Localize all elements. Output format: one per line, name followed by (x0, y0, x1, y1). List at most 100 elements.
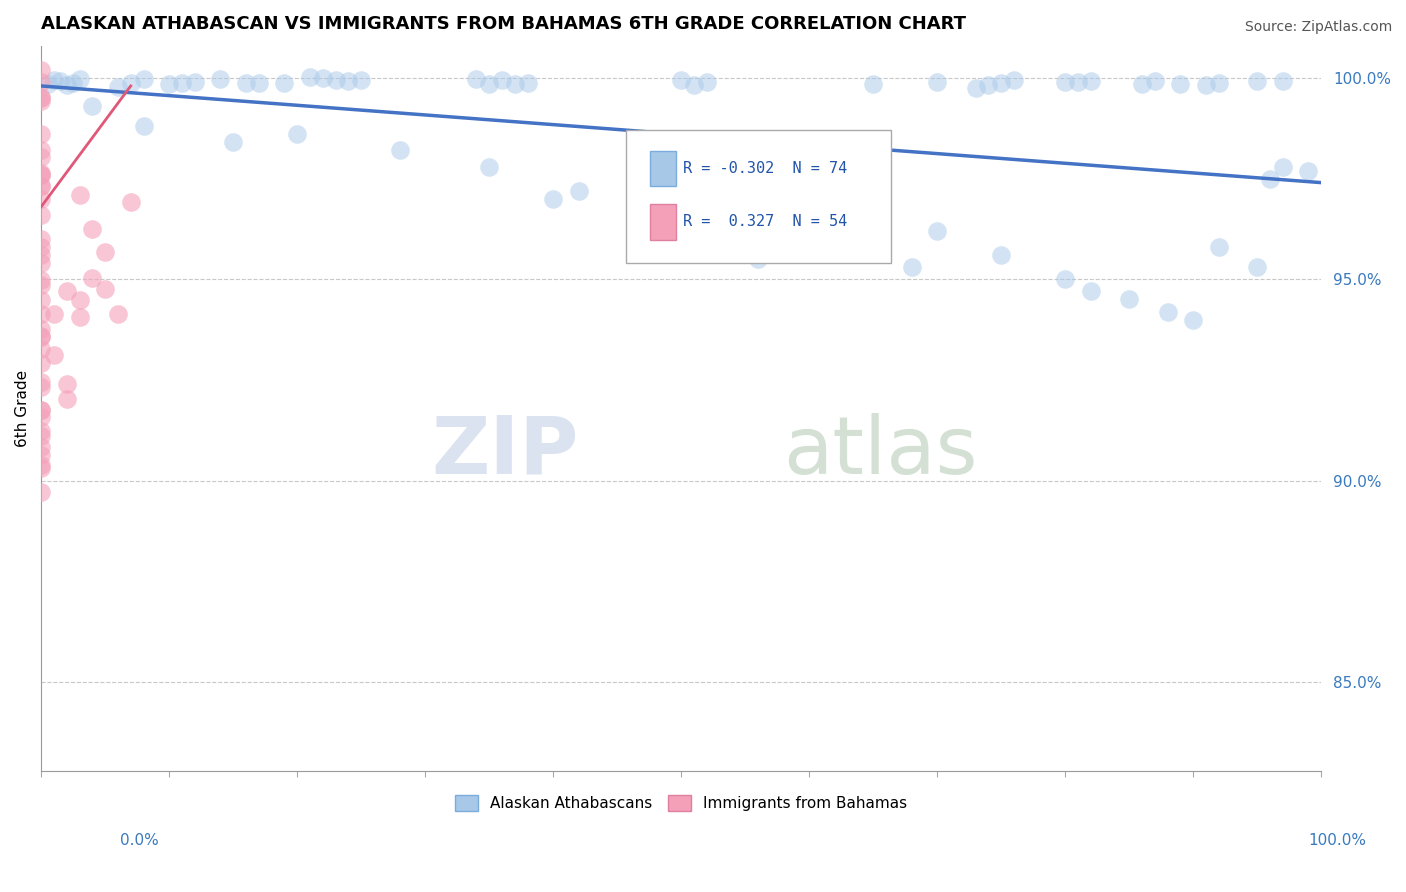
Point (30, 428, 52, 442)
Point (247, 76, 270, 90)
Point (30, 232, 52, 246)
Point (669, 73, 692, 87)
Point (30, 273, 52, 287)
Point (55, 377, 77, 392)
Text: atlas: atlas (783, 413, 979, 491)
Point (900, 260, 922, 275)
Point (30, 166, 52, 180)
Point (1054, 272, 1077, 286)
Point (132, 72, 155, 87)
Text: R = -0.302  N = 74: R = -0.302 N = 74 (683, 161, 846, 176)
Point (1298, 163, 1320, 178)
Point (42, 307, 65, 321)
Point (683, 78, 706, 92)
Point (516, 76, 538, 90)
Point (669, 203, 692, 218)
Point (82, 99, 104, 113)
Point (1208, 76, 1230, 90)
Point (388, 144, 411, 158)
Text: 100.0%: 100.0% (1309, 833, 1367, 847)
Point (30, 89, 52, 103)
Point (30, 402, 52, 417)
Point (30, 402, 52, 417)
Point (990, 76, 1012, 90)
Point (1067, 75, 1090, 89)
Point (977, 78, 1000, 93)
Point (209, 71, 232, 86)
Point (222, 136, 245, 150)
Point (157, 77, 180, 91)
Point (478, 160, 501, 174)
Point (1143, 74, 1166, 88)
Point (1182, 312, 1205, 326)
Point (30, 329, 52, 343)
Point (1118, 293, 1140, 307)
Point (747, 252, 769, 267)
Point (94, 244, 117, 259)
Point (42, 348, 65, 362)
Point (824, 200, 846, 214)
Point (69, 187, 91, 202)
Point (1130, 77, 1153, 91)
Text: Source: ZipAtlas.com: Source: ZipAtlas.com (1244, 20, 1392, 34)
Point (337, 74, 360, 88)
Point (183, 75, 205, 89)
Point (30, 178, 52, 193)
Point (30, 448, 52, 462)
Point (235, 76, 257, 90)
Point (1271, 74, 1294, 88)
Point (1080, 73, 1102, 87)
Point (30, 62, 52, 77)
Point (30, 458, 52, 472)
Point (1156, 304, 1178, 318)
Point (82, 222, 104, 236)
Point (69, 293, 91, 308)
Point (30, 342, 52, 356)
Point (30, 409, 52, 424)
Text: ALASKAN ATHABASCAN VS IMMIGRANTS FROM BAHAMAS 6TH GRADE CORRELATION CHART: ALASKAN ATHABASCAN VS IMMIGRANTS FROM BA… (41, 15, 966, 33)
Point (30, 192, 52, 206)
Point (325, 73, 347, 87)
Point (55, 284, 77, 298)
Point (30, 293, 52, 307)
Point (69, 71, 91, 86)
Text: R =  0.327  N = 54: R = 0.327 N = 54 (683, 214, 846, 229)
Point (30, 307, 52, 321)
Point (990, 248, 1012, 262)
Point (62, 76, 84, 90)
Point (30, 460, 52, 475)
Point (107, 307, 129, 321)
Point (107, 79, 129, 94)
Point (1054, 75, 1077, 89)
Y-axis label: 6th Grade: 6th Grade (15, 369, 30, 447)
Point (1195, 78, 1218, 93)
Point (491, 72, 513, 87)
Point (30, 329, 52, 343)
Point (30, 75, 52, 89)
Point (465, 71, 488, 86)
Point (170, 76, 193, 90)
Point (927, 224, 949, 238)
Legend: Alaskan Athabascans, Immigrants from Bahamas: Alaskan Athabascans, Immigrants from Bah… (449, 789, 914, 817)
Point (1246, 74, 1268, 88)
Point (30, 150, 52, 164)
Point (696, 75, 718, 89)
Point (30, 424, 52, 438)
Point (312, 70, 335, 85)
Point (285, 128, 308, 142)
Point (273, 76, 295, 90)
Point (30, 168, 52, 182)
Point (30, 127, 52, 141)
Point (927, 75, 949, 89)
Point (55, 392, 77, 407)
Point (30, 143, 52, 157)
Point (42, 73, 65, 87)
Point (298, 70, 321, 85)
Point (734, 179, 756, 194)
Point (132, 120, 155, 134)
Point (69, 310, 91, 324)
Point (503, 78, 526, 92)
Point (49, 74, 72, 88)
Point (1002, 73, 1025, 87)
Text: ZIP: ZIP (432, 413, 579, 491)
